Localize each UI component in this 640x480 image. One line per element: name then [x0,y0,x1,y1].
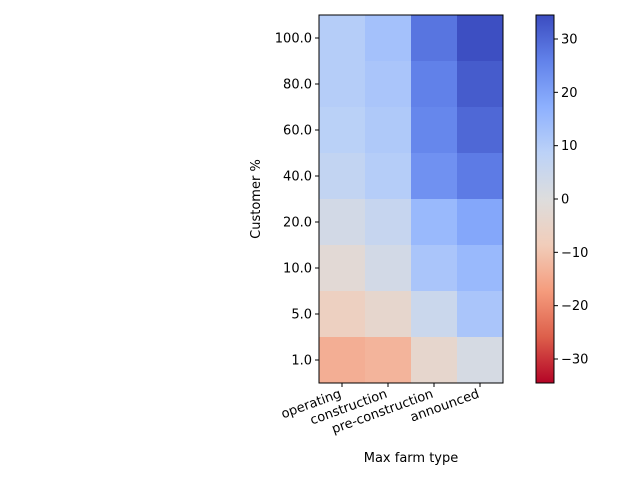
heatmap-cell [319,291,366,338]
heatmap-cell [319,153,366,200]
heatmap-cell [365,291,412,338]
colorbar-tick-label: −30 [561,353,588,368]
x-axis: operatingconstructionpre-constructionann… [279,383,481,437]
y-tick-label: 60.0 [283,124,312,139]
heatmap-cell [365,153,412,200]
heatmap-cell [457,61,504,108]
heatmap-cell [457,337,504,384]
heatmap-cell [457,199,504,246]
heatmap-cell [365,107,412,154]
colorbar-axis: 30 20 10 0 −10 −20 −30 [554,33,588,368]
heatmap-cell [365,15,412,62]
heatmap-cell [457,15,504,62]
heatmap-cell [319,199,366,246]
heatmap-cell [319,107,366,154]
y-tick-label: 5.0 [291,308,312,323]
heatmap-cell [411,337,458,384]
colorbar-tick-label: 30 [561,33,578,48]
heatmap-cell [457,245,504,292]
heatmap-cell [411,199,458,246]
heatmap-cell [457,107,504,154]
heatmap-cell [365,245,412,292]
heatmap-cell [457,291,504,338]
y-tick-label: 100.0 [275,32,312,47]
y-tick-label: 20.0 [283,216,312,231]
heatmap-cell [319,61,366,108]
y-tick-label: 40.0 [283,170,312,185]
plot-frame [318,14,504,384]
colorbar [535,14,555,384]
y-axis-label: Customer % [249,159,264,239]
y-tick-label: 80.0 [283,78,312,93]
heatmap-cell [319,337,366,384]
colorbar-tick-label: 0 [561,193,569,208]
colorbar-tick-label: 10 [561,139,578,154]
heatmap-cell [365,61,412,108]
x-axis-label: Max farm type [364,451,459,466]
heatmap-cell [365,337,412,384]
heatmap-cell [411,15,458,62]
y-tick-label: 10.0 [283,262,312,277]
heatmap-cell [411,245,458,292]
colorbar-tick-label: −10 [561,246,588,261]
heatmap-cell [411,291,458,338]
heatmap-cell [411,153,458,200]
y-tick-label: 1.0 [291,354,312,369]
y-axis: 100.0 80.0 60.0 40.0 20.0 10.0 5.0 1.0 [275,32,319,369]
colorbar-tick-label: −20 [561,299,588,314]
heatmap-cell [411,61,458,108]
heatmap-cell [319,245,366,292]
colorbar-tick-label: 20 [561,86,578,101]
heatmap-cell [457,153,504,200]
heatmap-cells [319,15,504,384]
heatmap-cell [319,15,366,62]
heatmap-cell [365,199,412,246]
heatmap-cell [411,107,458,154]
